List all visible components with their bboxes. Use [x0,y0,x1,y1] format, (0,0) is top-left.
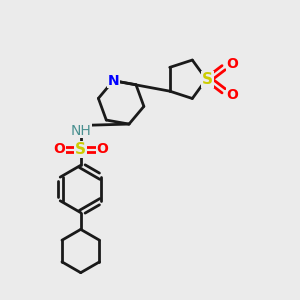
Text: NH: NH [70,124,91,138]
Text: O: O [96,142,108,156]
Text: S: S [75,142,86,157]
Text: S: S [202,72,213,87]
Text: O: O [226,88,238,102]
Text: N: N [107,74,119,88]
Text: O: O [53,142,65,156]
Text: O: O [226,57,238,71]
